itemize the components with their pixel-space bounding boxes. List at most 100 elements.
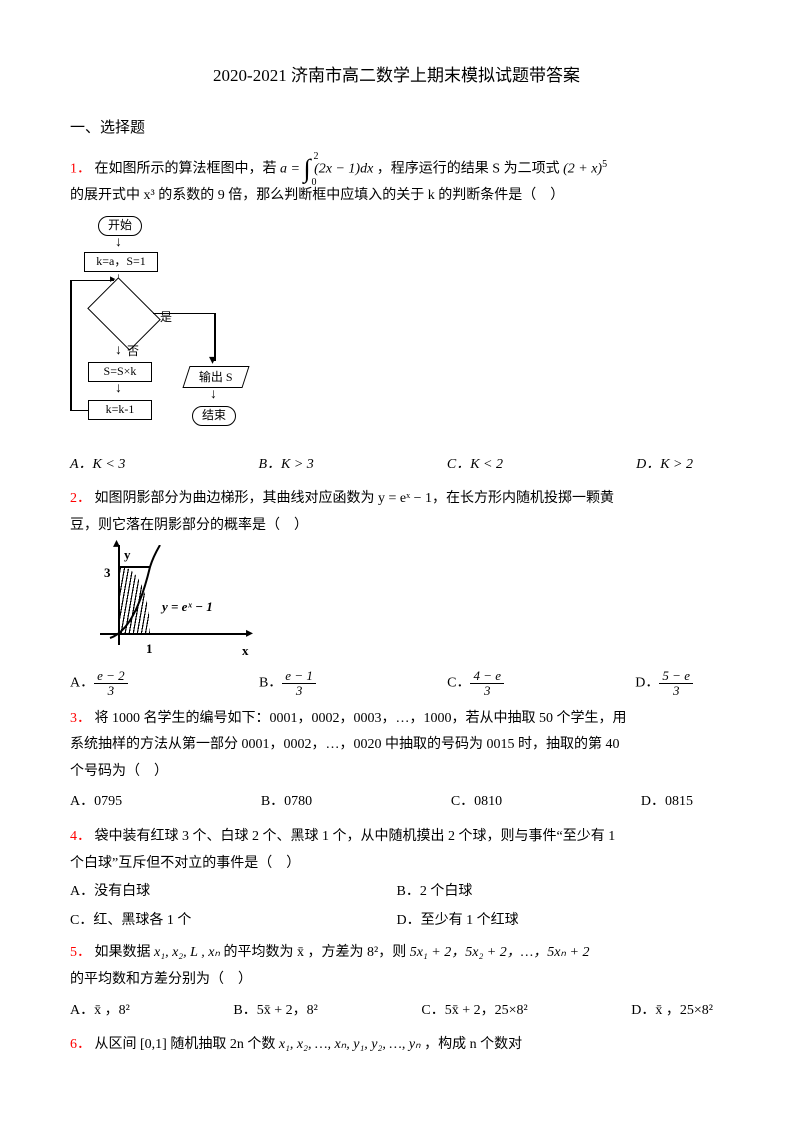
- q2-chart: ▴ ▸ y x 3 1 y = eˣ − 1: [90, 545, 260, 665]
- q6-text-1c: ，构成 n 个数对: [424, 1037, 522, 1052]
- fc-mul: S=S×k: [88, 362, 152, 382]
- q4-opt-c: C．红、黑球各 1 个: [70, 908, 397, 935]
- q2-options: A．e − 23 B．e − 13 C．4 − e3 D．5 − e3: [70, 669, 723, 697]
- q3-opt-d: D．0815: [641, 789, 693, 816]
- opt-pre: B．: [259, 676, 282, 691]
- fc-line: [70, 280, 114, 282]
- opt-pre: C．: [447, 676, 470, 691]
- q5-options: A．x̄ ，8² B．5x̄ + 2，8² C．5x̄ + 2，25×8² D．…: [70, 998, 723, 1025]
- fc-yes: 是: [160, 306, 172, 329]
- q6-text-1b: 随机抽取 2n 个数: [170, 1037, 279, 1052]
- frac-num: e − 1: [282, 669, 316, 684]
- arrow-down-icon: ↓: [115, 236, 122, 250]
- fc-start: 开始: [98, 216, 142, 236]
- integral-icon: ∫ 2 0: [303, 156, 310, 182]
- fc-line: [70, 280, 72, 411]
- fc-end: 结束: [192, 406, 236, 426]
- frac-den: 3: [94, 684, 128, 698]
- q3-number: 3．: [70, 711, 91, 726]
- q3-text-2: 系统抽样的方法从第一部分 0001，0002，…，0020 中抽取的号码为 00…: [70, 732, 723, 759]
- q1-flowchart: 开始 ↓ k=a，S=1 ↓ 是 否 ▾ ↓ S=S×k ↓ k=k-1 输出 …: [70, 216, 280, 446]
- q1-options: A．K < 3 B．K > 3 C．K < 2 D．K > 2: [70, 452, 723, 479]
- q6-seq: x₁, x₂, …, xₙ, y₁, y₂, …, yₙ: [279, 1037, 421, 1052]
- frac-den: 3: [282, 684, 316, 698]
- page-title: 2020-2021 济南市高二数学上期末模拟试题带答案: [70, 60, 723, 92]
- fc-dec: k=k-1: [88, 400, 152, 420]
- question-3: 3． 将 1000 名学生的编号如下：0001，0002，0003，…，1000…: [70, 706, 723, 816]
- q5-opt-a: A．x̄ ，8²: [70, 998, 130, 1025]
- q1-text-2: 的展开式中 x³ 的系数的 9 倍，那么判断框中应填入的关于 k 的判断条件是（…: [70, 183, 723, 210]
- q1-text-1b: ，程序运行的结果 S 为二项式: [377, 161, 560, 176]
- q5-seq2: 5x₁ + 2，5x₂ + 2，…，5xₙ + 2: [410, 945, 590, 960]
- q4-opt-d: D．至少有 1 个红球: [397, 908, 724, 935]
- q4-text-2: 个白球”互斥但不对立的事件是（ ）: [70, 851, 723, 878]
- fc-output-label: 输出 S: [199, 365, 233, 388]
- opt-pre: D．: [635, 676, 659, 691]
- question-6: 6． 从区间 [0,1] 随机抽取 2n 个数 x₁, x₂, …, xₙ, y…: [70, 1032, 723, 1059]
- q5-text-1a: 如果数据: [95, 945, 155, 960]
- q3-text-3: 个号码为（ ）: [70, 759, 723, 786]
- q1-exp5: 5: [602, 159, 607, 170]
- fc-line: [70, 410, 88, 412]
- q1-integrand: (2x − 1)dx: [314, 161, 373, 176]
- q4-text-1: 袋中装有红球 3 个、白球 2 个、黑球 1 个，从中随机摸出 2 个球，则与事…: [95, 829, 616, 844]
- arrow-down-icon: ↓: [115, 344, 122, 358]
- q5-opt-b: B．5x̄ + 2，8²: [233, 998, 317, 1025]
- frac-num: 4 − e: [470, 669, 504, 684]
- section-heading: 一、选择题: [70, 114, 723, 143]
- q2-text-1: 如图阴影部分为曲边梯形，其曲线对应函数为 y = eˣ − 1，在长方形内随机投…: [95, 491, 615, 506]
- q1-text-1a: 在如图所示的算法框图中，若: [95, 161, 281, 176]
- question-2: 2． 如图阴影部分为曲边梯形，其曲线对应函数为 y = eˣ − 1，在长方形内…: [70, 486, 723, 697]
- arrow-down-icon: ↓: [210, 388, 217, 402]
- q1-opt-a: A．K < 3: [70, 452, 125, 479]
- q3-opt-b: B．0780: [261, 789, 312, 816]
- fc-decision: [87, 277, 161, 351]
- q5-text-2: 的平均数和方差分别为（ ）: [70, 967, 723, 994]
- fc-output: 输出 S: [182, 366, 249, 388]
- q1-opt-d: D．K > 2: [636, 452, 693, 479]
- q5-seq1: x₁, x₂, L , xₙ: [154, 945, 220, 960]
- q1-binom: (2 + x): [563, 161, 602, 176]
- arrow-right-icon: ▸: [110, 274, 116, 285]
- q4-options: A．没有白球 B．2 个白球 C．红、黑球各 1 个 D．至少有 1 个红球: [70, 879, 723, 934]
- frac-den: 3: [470, 684, 504, 698]
- q5-opt-d: D．x̄ ，25×8²: [631, 998, 713, 1025]
- q1-a-eq: a =: [280, 161, 303, 176]
- q1-number: 1．: [70, 161, 91, 176]
- frac-den: 3: [659, 684, 693, 698]
- fc-no: 否: [127, 340, 139, 363]
- q2-opt-c: C．4 − e3: [447, 669, 504, 697]
- q3-opt-c: C．0810: [451, 789, 502, 816]
- frac-num: 5 − e: [659, 669, 693, 684]
- curve-label: y = eˣ − 1: [162, 595, 213, 620]
- int-upper: 2: [313, 152, 318, 162]
- q3-opt-a: A．0795: [70, 789, 122, 816]
- frac-num: e − 2: [94, 669, 128, 684]
- q6-number: 6．: [70, 1037, 91, 1052]
- question-5: 5． 如果数据 x₁, x₂, L , xₙ 的平均数为 x̄ ，方差为 8²，…: [70, 940, 723, 1024]
- q1-opt-c: C．K < 2: [447, 452, 503, 479]
- q4-number: 4．: [70, 829, 91, 844]
- q3-text-1: 将 1000 名学生的编号如下：0001，0002，0003，…，1000，若从…: [95, 711, 627, 726]
- fc-init: k=a，S=1: [84, 252, 158, 272]
- q4-opt-b: B．2 个白球: [397, 879, 724, 906]
- q6-text-1a: 从区间: [95, 1037, 141, 1052]
- q2-opt-b: B．e − 13: [259, 669, 316, 697]
- q5-text-1b: 的平均数为 x̄ ，方差为 8²，则: [224, 945, 410, 960]
- int-lower: 0: [311, 178, 316, 188]
- fc-line: [153, 313, 215, 315]
- q1-opt-b: B．K > 3: [258, 452, 313, 479]
- q4-opt-a: A．没有白球: [70, 879, 397, 906]
- question-4: 4． 袋中装有红球 3 个、白球 2 个、黑球 1 个，从中随机摸出 2 个球，…: [70, 824, 723, 934]
- question-1: 1． 在如图所示的算法框图中，若 a = ∫ 2 0 (2x − 1)dx ，程…: [70, 155, 723, 478]
- q2-number: 2．: [70, 491, 91, 506]
- opt-pre: A．: [70, 676, 94, 691]
- q2-opt-d: D．5 − e3: [635, 669, 693, 697]
- q5-opt-c: C．5x̄ + 2，25×8²: [421, 998, 527, 1025]
- q2-opt-a: A．e − 23: [70, 669, 128, 697]
- arrow-down-icon: ↓: [115, 382, 122, 396]
- q5-number: 5．: [70, 945, 91, 960]
- q3-options: A．0795 B．0780 C．0810 D．0815: [70, 789, 723, 816]
- q6-interval: [0,1]: [140, 1037, 167, 1052]
- q2-text-2: 豆，则它落在阴影部分的概率是（ ）: [70, 513, 723, 540]
